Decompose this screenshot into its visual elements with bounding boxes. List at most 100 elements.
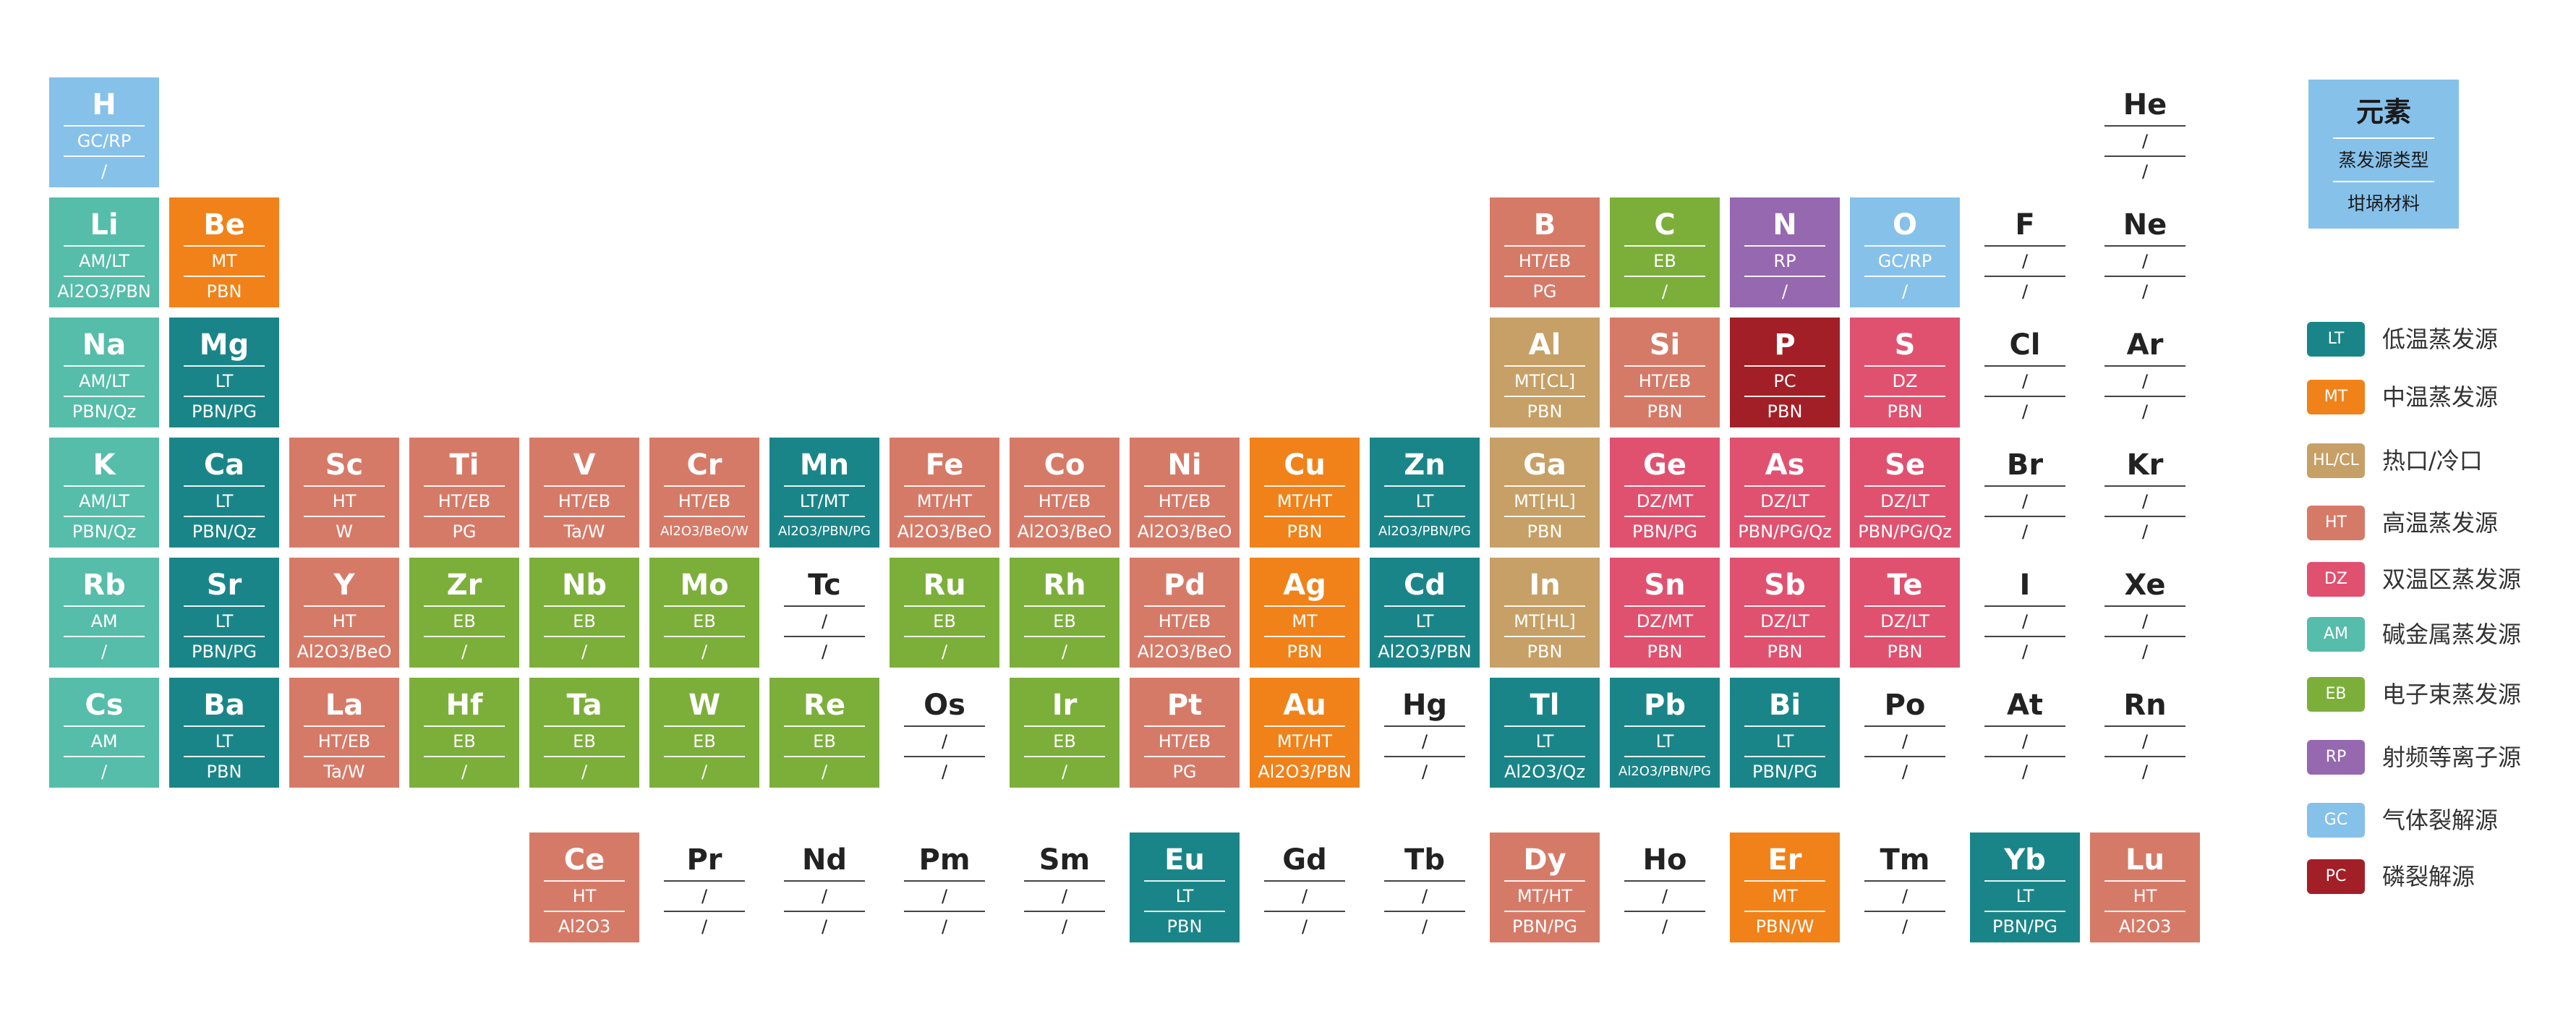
cell-divider (904, 605, 985, 607)
cell-divider (1264, 725, 1345, 727)
legend-label: 电子束蒸发源 (2382, 681, 2522, 708)
crucible-material: Al2O3 (558, 916, 611, 937)
element-cell-na: Na AM/LT PBN/Qz (49, 318, 159, 427)
source-type: HT/EB (1038, 491, 1091, 511)
crucible-material: Al2O3/PBN/PG (1378, 524, 1471, 539)
source-type: DZ/LT (1880, 611, 1929, 631)
source-type: DZ/LT (1880, 491, 1929, 511)
source-type: / (1061, 886, 1068, 906)
crucible-material: / (581, 762, 588, 782)
cell-divider (1864, 605, 1945, 607)
element-symbol: N (1773, 208, 1797, 242)
cell-divider (904, 725, 985, 727)
cell-divider (1864, 245, 1945, 247)
crucible-material: / (2141, 161, 2149, 182)
cell-divider (184, 276, 265, 277)
cell-divider (1384, 911, 1465, 912)
source-type: EB (813, 731, 836, 751)
legend-label: 碱金属蒸发源 (2382, 621, 2522, 648)
cell-divider (1144, 485, 1225, 487)
crucible-material: Al2O3/PBN/PG (1618, 764, 1711, 779)
source-type: GC/RP (77, 131, 132, 151)
source-type: LT (1415, 611, 1434, 631)
element-symbol: Na (82, 328, 127, 362)
crucible-material: / (2021, 281, 2029, 302)
element-cell-i: I / / (1970, 558, 2080, 668)
cell-divider (784, 605, 865, 607)
cell-divider (64, 276, 145, 277)
source-type: EB (933, 611, 956, 631)
crucible-material: PBN/PG (191, 642, 257, 662)
element-cell-ir: Ir EB / (1010, 678, 1119, 788)
source-type: HT/EB (1158, 731, 1211, 751)
crucible-material: Al2O3/BeO (297, 642, 392, 662)
cell-divider (1504, 396, 1585, 397)
element-symbol: Cs (85, 689, 124, 722)
cell-divider (64, 365, 145, 367)
element-cell-ba: Ba LT PBN (169, 678, 279, 788)
element-symbol: Gd (1282, 843, 1327, 877)
element-symbol: Xe (2124, 569, 2166, 602)
cell-divider (1144, 725, 1225, 727)
element-symbol: Ne (2123, 208, 2167, 242)
element-cell-rb: Rb AM / (49, 558, 159, 668)
legend-swatch: EB (2307, 677, 2365, 712)
element-symbol: P (1774, 328, 1796, 362)
source-type: / (1901, 886, 1908, 906)
cell-divider (784, 880, 865, 882)
cell-divider (1984, 485, 2065, 487)
cell-divider (664, 756, 745, 757)
element-cell-rn: Rn / / (2090, 678, 2200, 788)
cell-divider (424, 516, 505, 517)
source-type: / (701, 886, 708, 906)
crucible-material: PBN (1167, 916, 1203, 937)
source-type: DZ/LT (1760, 611, 1809, 631)
cell-divider (1384, 880, 1465, 882)
cell-divider (1024, 516, 1105, 517)
source-type: LT (215, 611, 234, 631)
crucible-material: / (2141, 642, 2149, 662)
element-symbol: Ce (563, 843, 605, 877)
cell-divider (1144, 756, 1225, 757)
legend-swatch: HL/CL (2307, 443, 2365, 478)
source-type: / (941, 731, 948, 751)
source-type: HT/EB (558, 491, 611, 511)
element-symbol: F (2015, 208, 2035, 242)
element-cell-pt: Pt HT/EB PG (1130, 678, 1240, 788)
crucible-material: / (1301, 916, 1308, 937)
element-symbol: Ba (203, 689, 245, 722)
element-symbol: Er (1767, 843, 1802, 877)
cell-divider (1984, 636, 2065, 637)
element-symbol: Re (803, 689, 845, 722)
cell-divider (184, 605, 265, 607)
crucible-material: Al2O3/PBN (57, 281, 151, 302)
crucible-material: / (1061, 762, 1068, 782)
crucible-material: / (461, 642, 468, 662)
element-symbol: As (1765, 448, 1805, 482)
cell-divider (1024, 605, 1105, 607)
source-type: MT/HT (1517, 886, 1573, 906)
cell-divider (1984, 396, 2065, 397)
element-cell-h: H GC/RP / (49, 77, 159, 187)
element-symbol: Dy (1523, 843, 1566, 877)
cell-divider (64, 756, 145, 757)
element-cell-nd: Nd / / (769, 832, 879, 942)
element-symbol: Te (1887, 569, 1923, 602)
legend-label: 热口/冷口 (2382, 447, 2483, 474)
crucible-material: / (1901, 762, 1908, 782)
element-cell-hf: Hf EB / (409, 678, 519, 788)
source-type: LT/MT (799, 491, 850, 511)
element-cell-ga: Ga MT[HL] PBN (1490, 438, 1600, 548)
element-symbol: Ta (566, 689, 602, 722)
crucible-material: Ta/W (563, 521, 605, 542)
source-type: AM (90, 611, 118, 631)
cell-divider (1864, 276, 1945, 277)
element-cell-tl: Tl LT Al2O3/Qz (1490, 678, 1600, 788)
cell-divider (1624, 485, 1705, 487)
cell-divider (1504, 365, 1585, 367)
legend-item-mt: MT 中温蒸发源 (2307, 380, 2567, 414)
cell-divider (184, 756, 265, 757)
cell-divider (1744, 756, 1825, 757)
cell-divider (64, 516, 145, 517)
legend-swatch: MT (2307, 380, 2365, 414)
